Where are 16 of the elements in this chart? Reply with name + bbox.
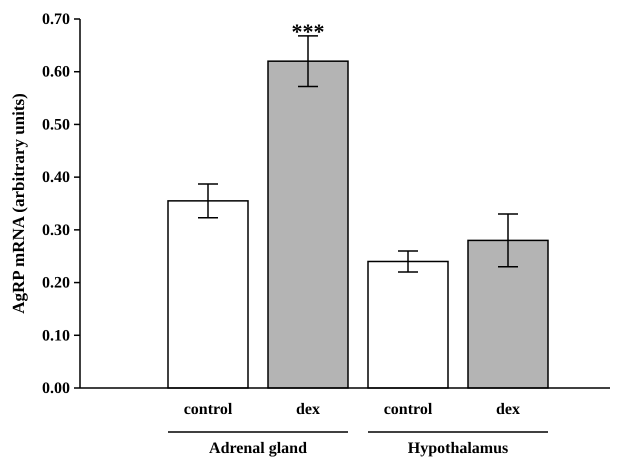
- y-tick-label: 0.40: [42, 169, 70, 186]
- y-tick-label: 0.30: [42, 222, 70, 239]
- x-tick-label: control: [384, 401, 433, 418]
- y-tick-label: 0.60: [42, 64, 70, 81]
- y-tick-label: 0.70: [42, 11, 70, 28]
- y-tick-label: 0.00: [42, 380, 70, 397]
- x-tick-label: dex: [296, 401, 320, 418]
- text: Adrenal gland: [209, 440, 308, 457]
- x-tick-label: dex: [496, 401, 520, 418]
- text: Hypothalamus: [408, 440, 508, 457]
- x-tick-label: control: [184, 401, 233, 418]
- y-tick-label: 0.20: [42, 274, 70, 292]
- annotation: ***: [292, 18, 324, 44]
- y-axis-title: AgRP mRNA (arbitrary units): [9, 93, 28, 314]
- y-tick-label: 0.10: [42, 327, 70, 344]
- y-tick-label: 0.50: [42, 116, 70, 134]
